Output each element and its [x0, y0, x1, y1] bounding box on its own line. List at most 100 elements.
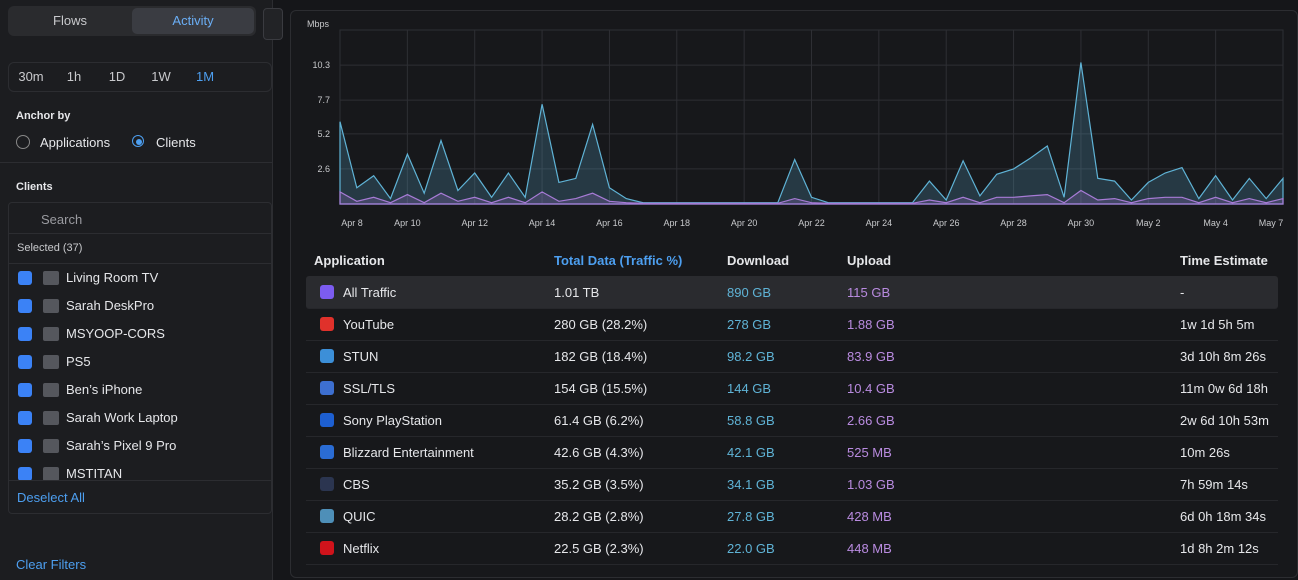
checkbox[interactable]	[18, 411, 32, 425]
cell: SSL/TLS	[343, 381, 396, 396]
checkbox[interactable]	[18, 383, 32, 397]
cell: 278 GB	[727, 317, 772, 332]
client-icon	[43, 355, 59, 369]
table-row[interactable]: All Traffic 1.01 TB 890 GB 115 GB -	[306, 276, 1278, 309]
app-icon	[320, 413, 334, 427]
x-tick-label: Apr 14	[529, 218, 556, 228]
cell: 3d 10h 8m 26s	[1180, 349, 1267, 364]
cell: 1.03 GB	[847, 477, 895, 492]
table-row[interactable]: SSL/TLS 154 GB (15.5%) 144 GB 10.4 GB 11m 0w…	[306, 372, 1278, 405]
cell: 154 GB (15.5%)	[554, 381, 648, 396]
table-row[interactable]: QUIC 28.2 GB (2.8%) 27.8 GB 428 MB 6d 0h 18m…	[306, 500, 1278, 533]
column-header: Upload	[847, 253, 892, 268]
cell: 1d 8h 2m 12s	[1180, 541, 1259, 556]
section-title: Anchor by	[16, 110, 71, 122]
divider	[0, 162, 272, 163]
cell: Netflix	[343, 541, 380, 556]
cell: 10.4 GB	[847, 381, 895, 396]
cell: 11m 0w 6d 18h	[1180, 381, 1268, 396]
cell: 10m 26s	[1180, 445, 1230, 460]
table-row[interactable]: YouTube 280 GB (28.2%) 278 GB 1.88 GB 1w 1d …	[306, 308, 1278, 341]
cell: 35.2 GB (3.5%)	[554, 477, 644, 492]
table-row[interactable]: Netflix 22.5 GB (2.3%) 22.0 GB 448 MB 1d 8h …	[306, 532, 1278, 565]
clear-filters[interactable]: Clear Filters	[16, 557, 87, 572]
client-name: Sarah Work Laptop	[66, 410, 178, 425]
client-name: Sarah’s Pixel 9 Pro	[66, 438, 177, 453]
x-tick-label: Apr 30	[1068, 218, 1095, 228]
cell: All Traffic	[343, 285, 397, 300]
x-tick-label: May 7	[1259, 218, 1284, 228]
client-name: PS5	[66, 354, 91, 369]
cell: 280 GB (28.2%)	[554, 317, 648, 332]
cell: 83.9 GB	[847, 349, 895, 364]
cell: 428 MB	[847, 509, 892, 524]
client-name: MSYOOP-CORS	[66, 326, 165, 341]
table-row[interactable]: STUN 182 GB (18.4%) 98.2 GB 83.9 GB 3d 10h 8…	[306, 340, 1278, 373]
chart: Mbps 2.6 5.2 7.7 10.3 Apr 8 Apr 10 Apr 12 Apr 1…	[307, 19, 1284, 228]
range-option[interactable]: 1h	[66, 69, 82, 84]
deselect-all[interactable]: Deselect All	[17, 490, 85, 505]
x-tick-label: Apr 12	[461, 218, 488, 228]
app-icon	[320, 445, 334, 459]
cell: 1.88 GB	[847, 317, 895, 332]
column-header: Time Estimate	[1180, 253, 1268, 268]
radio-checked[interactable]	[132, 135, 144, 147]
cell: 27.8 GB	[727, 509, 775, 524]
x-tick-label: Apr 8	[341, 218, 363, 228]
collapse-button[interactable]	[263, 8, 283, 40]
column-header: Download	[727, 253, 790, 268]
radio[interactable]	[16, 135, 30, 149]
cell: 61.4 GB (6.2%)	[554, 413, 644, 428]
cell: 22.5 GB (2.3%)	[554, 541, 644, 556]
table-row[interactable]: Blizzard Entertainment 42.6 GB (4.3%) 42.1…	[306, 436, 1278, 469]
app-icon	[320, 541, 334, 555]
client-name: Sarah DeskPro	[66, 298, 155, 313]
client-box: Search Selected (37) Living Room TV Sarah…	[8, 202, 272, 514]
app-icon	[320, 317, 334, 331]
client-icon	[43, 327, 59, 341]
search[interactable]: Search	[41, 212, 83, 227]
range-bar	[8, 62, 272, 92]
range-option[interactable]: 30m	[18, 69, 44, 84]
area-series	[339, 189, 1284, 205]
range-option[interactable]: 1W	[151, 69, 171, 84]
checkbox[interactable]	[18, 439, 32, 453]
range-option[interactable]: 1M	[195, 69, 215, 84]
client-icon	[43, 439, 59, 453]
client-icon	[43, 467, 59, 480]
cell: 42.1 GB	[727, 445, 775, 460]
cell: 28.2 GB (2.8%)	[554, 509, 644, 524]
x-tick-label: Apr 24	[866, 218, 893, 228]
app-icon	[320, 349, 334, 363]
checkbox[interactable]	[18, 327, 32, 341]
checkbox[interactable]	[18, 467, 32, 480]
client-icon	[43, 383, 59, 397]
radio-label: Applications	[40, 135, 111, 150]
checkbox[interactable]	[18, 355, 32, 369]
x-tick-label: Apr 10	[394, 218, 421, 228]
table-row[interactable]: CBS 35.2 GB (3.5%) 34.1 GB 1.03 GB 7h 59m 14…	[306, 468, 1278, 501]
y-tick-label: 2.6	[317, 164, 330, 174]
tab[interactable]: Flows	[53, 13, 87, 28]
section-title: Clients	[16, 181, 53, 193]
y-axis-label: Mbps	[307, 19, 330, 29]
checkbox[interactable]	[18, 271, 32, 285]
y-tick-label: 5.2	[317, 129, 330, 139]
x-tick-label: Apr 26	[933, 218, 960, 228]
cell: 448 MB	[847, 541, 892, 556]
table-row[interactable]: Sony PlayStation 61.4 GB (6.2%) 58.8 GB 2.6…	[306, 404, 1278, 437]
range-option[interactable]: 1D	[108, 69, 126, 84]
cell: 98.2 GB	[727, 349, 775, 364]
client-name: Ben’s iPhone	[66, 382, 143, 397]
checkbox[interactable]	[18, 299, 32, 313]
client-name: MSTITAN	[66, 466, 123, 480]
client-name: Living Room TV	[66, 270, 159, 285]
area-series	[339, 62, 1284, 205]
column-header: Application	[314, 253, 385, 268]
tab-active[interactable]: Activity	[132, 8, 254, 34]
sidebar: Flows Activity 30m 1h 1D 1W 1M Anchor by App…	[0, 0, 283, 580]
column-header[interactable]: Total Data (Traffic %)	[554, 253, 683, 268]
selected-count[interactable]: Selected (37)	[17, 242, 83, 254]
x-tick-label: May 4	[1203, 218, 1228, 228]
cell: 58.8 GB	[727, 413, 775, 428]
